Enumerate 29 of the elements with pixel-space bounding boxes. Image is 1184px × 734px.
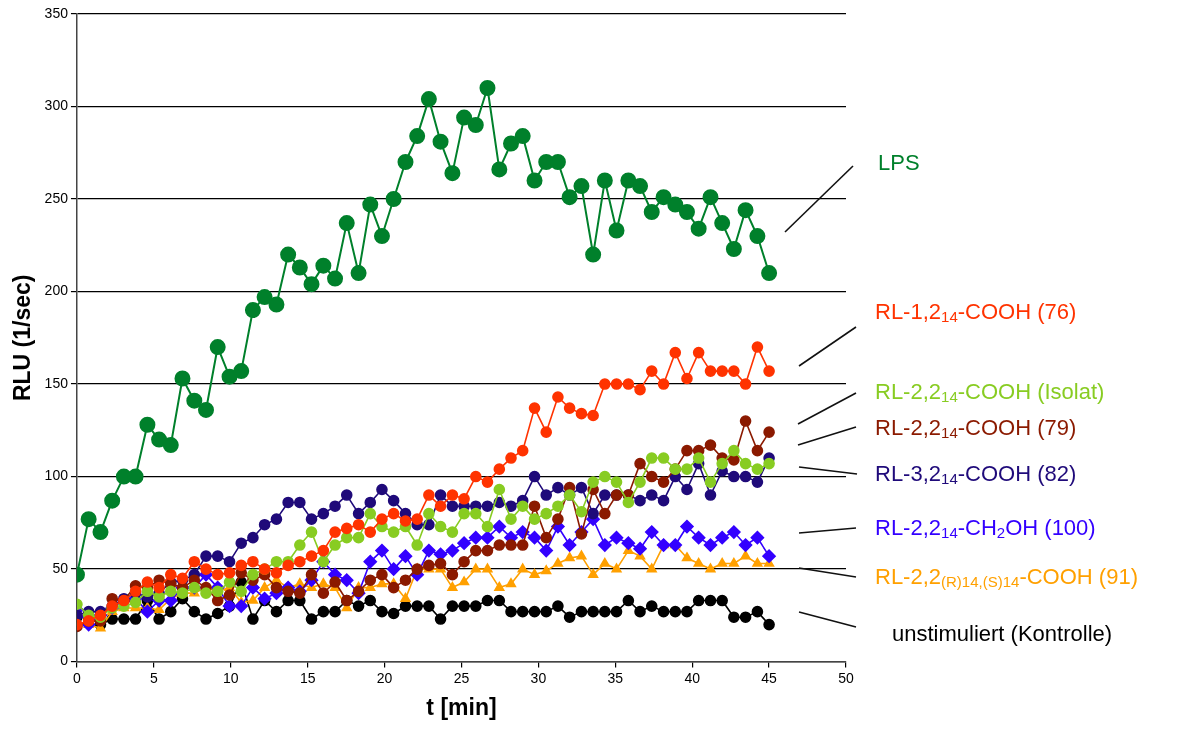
x-tick-label: 50 [838, 669, 854, 686]
y-axis-title: RLU (1/sec) [9, 274, 36, 402]
y-tick-label: 50 [52, 559, 69, 576]
x-tick-label: 10 [222, 669, 239, 686]
text: RL-1,2$_{14}$-COOH (76) [875, 298, 1077, 325]
text: unstimuliert (Kontrolle) [892, 621, 1113, 646]
text: RL-2,2$_{(R)14,(S)14}$-COOH (91) [875, 563, 1138, 590]
x-tick-label: 5 [149, 669, 158, 686]
y-tick-label: 300 [44, 97, 69, 114]
x-tick-label: 40 [684, 669, 701, 686]
text: LPS [878, 150, 920, 175]
x-tick-label: 45 [761, 669, 778, 686]
text: RL-2,2$_{14}$-CH$_{2}$OH (100) [875, 514, 1096, 541]
text: RL-2,2$_{14}$-COOH (Isolat) [875, 378, 1105, 405]
text: RL-2,2$_{14}$-COOH (79) [875, 414, 1077, 441]
x-tick-label: 30 [530, 669, 547, 686]
x-tick-label: 20 [376, 669, 393, 686]
y-tick-label: 0 [60, 652, 69, 669]
x-tick-label: 25 [453, 669, 470, 686]
y-tick-label: 250 [44, 189, 69, 206]
x-tick-label: 15 [299, 669, 316, 686]
x-tick-label: 0 [73, 669, 82, 686]
y-tick-label: 200 [44, 282, 69, 299]
y-tick-label: 150 [44, 374, 69, 391]
y-tick-label: 350 [44, 4, 69, 21]
x-axis-title: t [min] [426, 693, 497, 720]
text: RL-3,2$_{14}$-COOH (82) [875, 460, 1077, 487]
x-tick-label: 35 [607, 669, 624, 686]
y-tick-label: 100 [44, 467, 69, 484]
